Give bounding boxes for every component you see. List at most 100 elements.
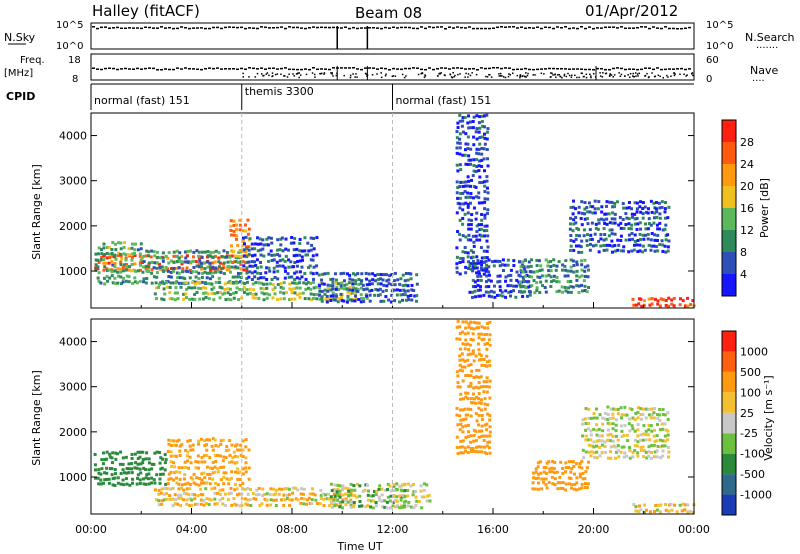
heatmap-cell	[261, 487, 265, 491]
heatmap-cell	[293, 291, 297, 295]
heatmap-cell	[475, 158, 479, 162]
heatmap-cell	[135, 281, 139, 285]
heatmap-cell	[309, 281, 313, 285]
heatmap-cell	[588, 242, 592, 246]
nave-sample	[501, 75, 503, 77]
heatmap-cell	[461, 418, 465, 422]
heatmap-cell	[167, 442, 171, 446]
heatmap-cell	[105, 450, 109, 454]
heatmap-cell	[561, 263, 565, 267]
heatmap-cell	[290, 498, 294, 502]
heatmap-cell	[222, 455, 226, 459]
heatmap-cell	[483, 342, 487, 346]
heatmap-cell	[114, 248, 118, 252]
heatmap-cell	[478, 181, 482, 185]
heatmap-cell	[655, 413, 659, 417]
heatmap-cell	[244, 470, 248, 474]
heatmap-cell	[194, 482, 198, 486]
nave-sample	[451, 76, 454, 79]
heatmap-cell	[125, 274, 129, 278]
heatmap-cell	[604, 237, 608, 241]
heatmap-cell	[276, 277, 280, 281]
heatmap-cell	[352, 502, 356, 506]
heatmap-cell	[295, 264, 299, 268]
heatmap-cell	[567, 460, 571, 464]
heatmap-cell	[191, 492, 195, 496]
heatmap-cell	[547, 269, 551, 273]
heatmap-cell	[556, 481, 560, 485]
noise-panel	[90, 22, 695, 50]
y-tick-label: 3000	[59, 175, 87, 188]
heatmap-cell	[142, 254, 146, 258]
heatmap-cell	[642, 424, 646, 428]
heatmap-cell	[598, 454, 602, 458]
heatmap-cell	[188, 249, 192, 253]
heatmap-cell	[666, 433, 670, 437]
heatmap-cell	[277, 487, 281, 491]
velocity-colorbar-tick: 1000	[740, 345, 768, 358]
nave-sample	[558, 73, 560, 76]
heatmap-cell	[244, 466, 248, 470]
heatmap-cell	[269, 498, 273, 502]
heatmap-cell	[485, 274, 489, 278]
heatmap-cell	[622, 445, 626, 449]
heatmap-cell	[157, 488, 161, 492]
freq-sample	[464, 68, 467, 70]
heatmap-cell	[572, 248, 576, 252]
heatmap-cell	[630, 407, 634, 411]
heatmap-cell	[634, 509, 638, 513]
heatmap-cell	[569, 290, 573, 294]
heatmap-cell	[113, 255, 117, 259]
heatmap-cell	[300, 255, 304, 259]
heatmap-cell	[127, 268, 131, 272]
noise-sample	[480, 27, 483, 30]
heatmap-cell	[630, 249, 634, 253]
heatmap-cell	[165, 492, 169, 496]
heatmap-cell	[179, 285, 183, 289]
heatmap-cell	[531, 481, 535, 485]
noise-sample	[544, 26, 547, 28]
heatmap-cell	[274, 492, 278, 496]
heatmap-cell	[178, 276, 182, 280]
heatmap-cell	[188, 276, 192, 280]
heatmap-cell	[399, 277, 403, 281]
heatmap-cell	[146, 250, 150, 254]
heatmap-cell	[170, 439, 174, 443]
heatmap-cell	[641, 206, 645, 210]
heatmap-cell	[296, 498, 300, 502]
heatmap-cell	[614, 445, 618, 449]
nave-sample	[599, 72, 601, 74]
heatmap-cell	[223, 291, 227, 295]
heatmap-cell	[613, 232, 617, 236]
heatmap-cell	[196, 454, 200, 458]
heatmap-cell	[246, 232, 250, 236]
heatmap-cell	[455, 163, 459, 167]
heatmap-cell	[239, 267, 243, 271]
heatmap-cell	[580, 200, 584, 204]
heatmap-cell	[622, 245, 626, 249]
heatmap-cell	[479, 401, 483, 405]
heatmap-cell	[461, 430, 465, 434]
heatmap-cell	[211, 275, 215, 279]
heatmap-cell	[376, 288, 380, 292]
heatmap-cell	[482, 125, 486, 129]
heatmap-cell	[555, 470, 559, 474]
heatmap-cell	[203, 270, 207, 274]
heatmap-cell	[210, 282, 214, 286]
heatmap-cell	[619, 234, 623, 238]
heatmap-cell	[535, 289, 539, 293]
heatmap-cell	[366, 493, 370, 497]
heatmap-cell	[197, 271, 201, 275]
heatmap-cell	[96, 265, 100, 269]
heatmap-cell	[321, 492, 325, 496]
heatmap-cell	[239, 453, 243, 457]
heatmap-cell	[191, 448, 195, 452]
heatmap-cell	[633, 212, 637, 216]
heatmap-cell	[552, 263, 556, 267]
heatmap-cell	[238, 218, 242, 222]
heatmap-cell	[293, 271, 297, 275]
power-colorbar-tick: 16	[740, 202, 754, 215]
heatmap-cell	[382, 273, 386, 277]
heatmap-cell	[338, 484, 342, 488]
heatmap-cell	[227, 460, 231, 464]
